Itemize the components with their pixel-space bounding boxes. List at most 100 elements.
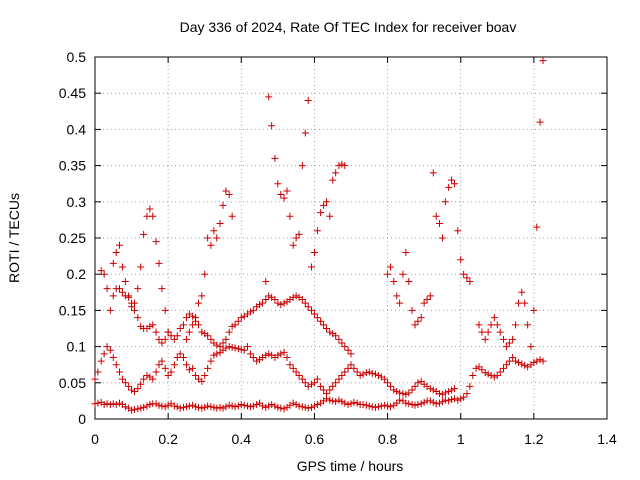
data-point (326, 386, 334, 394)
data-point (164, 401, 172, 409)
data-point (441, 389, 449, 397)
data-point (106, 346, 114, 354)
data-point (219, 201, 227, 209)
data-point (134, 405, 142, 413)
data-point (225, 328, 233, 336)
data-point (182, 335, 190, 343)
data-point (313, 401, 321, 409)
data-point (496, 328, 504, 336)
data-point (405, 400, 413, 408)
y-tick-label: 0.4 (67, 121, 87, 137)
data-point (258, 402, 266, 410)
data-point (201, 403, 209, 411)
data-point (298, 296, 306, 304)
data-point (280, 405, 288, 413)
data-point (140, 403, 148, 411)
data-point (426, 397, 434, 405)
data-point (353, 368, 361, 376)
data-point (91, 400, 99, 408)
data-point (469, 372, 477, 380)
data-point (295, 230, 303, 238)
data-point (158, 402, 166, 410)
grid-lines (95, 57, 607, 419)
data-point (530, 306, 538, 314)
data-point (265, 93, 273, 101)
data-point (237, 345, 245, 353)
data-point (152, 328, 160, 336)
data-point (536, 118, 544, 126)
data-point (189, 364, 197, 372)
data-point (518, 360, 526, 368)
data-point (353, 399, 361, 407)
data-point (313, 227, 321, 235)
data-point (429, 169, 437, 177)
data-point (116, 285, 124, 293)
data-point (112, 248, 120, 256)
data-point (246, 308, 254, 316)
data-point (365, 402, 373, 410)
data-point (125, 292, 133, 300)
data-point (457, 256, 465, 264)
x-tick-label: 0.8 (378, 431, 398, 447)
y-tick-label: 0.5 (67, 49, 87, 65)
data-point (313, 314, 321, 322)
data-point (313, 375, 321, 383)
data-point (170, 335, 178, 343)
data-point (128, 386, 136, 394)
data-point (189, 312, 197, 320)
data-point (213, 234, 221, 242)
data-point (155, 335, 163, 343)
data-point (478, 366, 486, 374)
data-point (286, 212, 294, 220)
data-points (91, 57, 547, 414)
data-point (487, 372, 495, 380)
data-point (411, 401, 419, 409)
data-point (103, 343, 111, 351)
data-point (246, 350, 254, 358)
data-point (374, 403, 382, 411)
data-point (475, 363, 483, 371)
data-point (509, 335, 517, 343)
point-group (475, 57, 547, 351)
data-point (414, 379, 422, 387)
data-point (219, 339, 227, 347)
data-point (414, 317, 422, 325)
data-point (253, 401, 261, 409)
data-point (128, 303, 136, 311)
data-point (158, 357, 166, 365)
data-point (204, 402, 212, 410)
data-point (463, 274, 471, 282)
data-point (292, 234, 300, 242)
data-point (466, 382, 474, 390)
data-point (496, 368, 504, 376)
data-point (438, 398, 446, 406)
data-point (475, 321, 483, 329)
data-point (399, 270, 407, 278)
data-point (268, 122, 276, 130)
data-point (335, 396, 343, 404)
data-point (222, 335, 230, 343)
data-point (448, 176, 456, 184)
data-point (134, 385, 142, 393)
data-point (420, 398, 428, 406)
data-point (130, 306, 138, 314)
data-point (189, 401, 197, 409)
y-tick-label: 0.45 (59, 85, 86, 101)
data-point (137, 263, 145, 271)
data-point (322, 325, 330, 332)
data-point (527, 343, 535, 351)
data-point (408, 401, 416, 409)
data-point (326, 328, 334, 336)
data-point (423, 296, 431, 304)
data-point (295, 372, 303, 380)
data-point (213, 404, 221, 412)
data-point (460, 270, 468, 278)
data-point (204, 332, 212, 340)
data-point (347, 361, 355, 369)
point-group (384, 169, 474, 329)
data-point (262, 277, 270, 285)
data-point (222, 403, 230, 411)
data-point (521, 361, 529, 369)
data-point (301, 129, 309, 137)
data-point (164, 328, 172, 336)
